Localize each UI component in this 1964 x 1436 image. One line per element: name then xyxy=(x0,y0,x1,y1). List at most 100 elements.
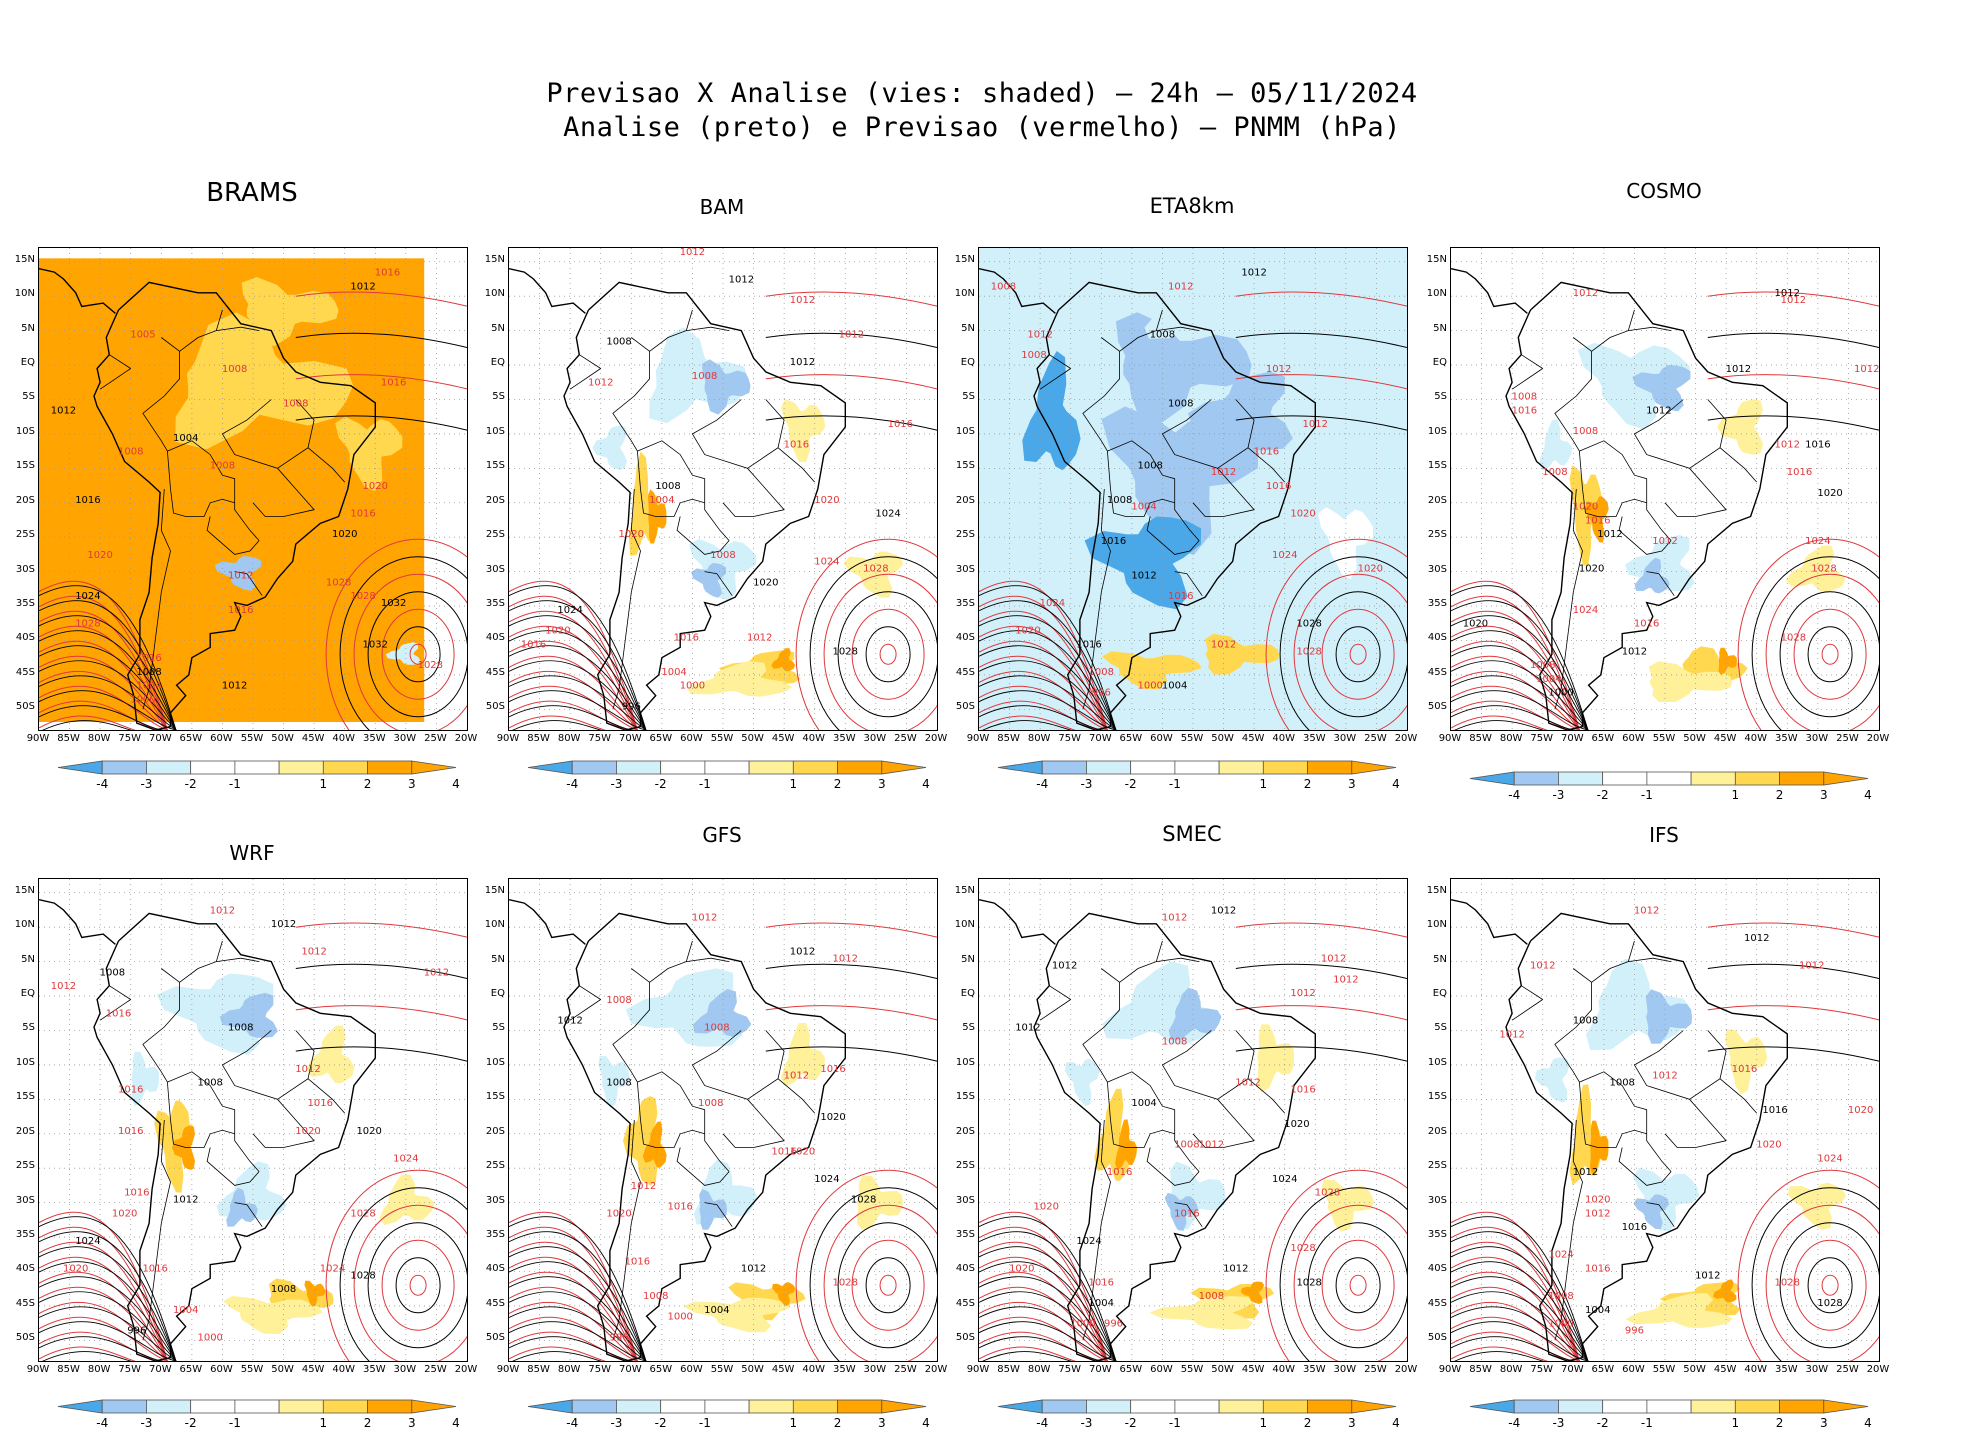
country-border xyxy=(234,571,263,596)
contour-label: 1016 xyxy=(118,1126,143,1137)
contour-label: 1020 xyxy=(363,481,388,492)
country-border xyxy=(206,1147,260,1186)
map-svg-gfs: 1012 1012 1012 1008 1012 1008 1016 1008 1012 1008… xyxy=(509,879,937,1361)
analysis-isobar xyxy=(1707,332,1879,349)
forecast-isobar xyxy=(1451,1286,1580,1361)
bias-patch xyxy=(1115,312,1252,423)
contour-label: 1016 xyxy=(375,268,400,279)
lon-tick-label: 20W xyxy=(924,733,948,744)
country-border xyxy=(704,1202,733,1227)
analysis-isobar xyxy=(39,600,177,730)
contour-label: 1012 xyxy=(1652,1071,1677,1082)
bias-patch xyxy=(219,992,278,1038)
lon-tick-label: 85W xyxy=(1469,733,1492,744)
lat-tick-label: 35S xyxy=(1427,1229,1447,1241)
chart-title: Previsao X Analise (vies: shaded) – 24h … xyxy=(546,78,1418,109)
contour-label: 1016 xyxy=(674,632,699,643)
analysis-isobar xyxy=(39,1336,176,1361)
lat-tick-label: 15S xyxy=(1427,460,1447,472)
contour-label: 1012 xyxy=(173,1195,198,1206)
analysis-isobar xyxy=(765,963,937,980)
colorbar-eta8km xyxy=(997,760,1397,774)
colorbar-segment xyxy=(1513,1399,1559,1413)
colorbar-segment xyxy=(1513,771,1559,785)
panel-title-ifs: IFS xyxy=(1649,823,1679,847)
lon-tick-label: 35W xyxy=(832,733,856,744)
contour-label: 1008 xyxy=(698,1098,723,1109)
contour-label: 1008 xyxy=(606,1078,631,1089)
contour-label: 1004 xyxy=(136,681,161,692)
lon-tick-label: 90W xyxy=(26,733,50,744)
analysis-isobar xyxy=(979,1246,1117,1361)
map-panel-eta8km: 1012 1012 1008 1012 1008 1008 1012 1008 1012 1016… xyxy=(978,247,1408,731)
contour-label: 1004 xyxy=(1162,681,1187,692)
lon-tick-label: 80W xyxy=(87,1364,111,1375)
contour-label: 1020 xyxy=(1756,1140,1781,1151)
colorbar-arrow-low xyxy=(57,1399,103,1413)
country-border xyxy=(1646,1202,1675,1227)
bias-patch xyxy=(1718,647,1737,675)
analysis-isobar xyxy=(509,630,647,730)
colorbar-label: 2 xyxy=(363,777,372,791)
forecast-isobar xyxy=(979,685,1108,730)
lat-tick-label: 5N xyxy=(961,322,975,334)
analysis-isobar xyxy=(39,1246,177,1361)
contour-label: 1016 xyxy=(1585,515,1610,526)
contour-label: 1016 xyxy=(1089,1277,1114,1288)
lat-tick-label: 5S xyxy=(962,391,975,403)
colorbar-segment xyxy=(792,760,838,774)
contour-label: 1008 xyxy=(271,1284,296,1295)
analysis-isobar xyxy=(509,1291,647,1361)
bias-patch xyxy=(692,989,752,1037)
contour-label: 1028 xyxy=(1811,564,1836,575)
country-border xyxy=(612,488,641,710)
forecast-isobar xyxy=(39,655,168,730)
colorbar-label: 3 xyxy=(1819,1416,1828,1430)
lon-tick-label: 65W xyxy=(179,733,203,744)
lat-tick-label: 40S xyxy=(1427,632,1447,644)
colorbar-segment xyxy=(1174,760,1220,774)
lat-tick-label: 25S xyxy=(485,529,505,541)
lon-tick-label: 55W xyxy=(240,1364,264,1375)
colorbar-arrow-low xyxy=(997,1399,1043,1413)
map-panel-gfs: 1012 1012 1012 1008 1012 1008 1016 1008 1012 1008… xyxy=(508,878,938,1362)
contour-label: 1012 xyxy=(839,330,864,341)
forecast-isobar xyxy=(1451,1211,1580,1361)
colorbar-label: -1 xyxy=(1168,777,1181,791)
colorbar-label: -3 xyxy=(140,1416,153,1430)
colorbar-label: 1 xyxy=(1731,1416,1740,1430)
country-border xyxy=(1039,999,1071,1021)
lat-tick-label: 40S xyxy=(485,1263,505,1275)
analysis-isobar xyxy=(979,1276,1117,1361)
coastline xyxy=(1451,899,1528,945)
analysis-isobar xyxy=(979,660,1117,730)
lat-tick-label: 10N xyxy=(954,919,975,931)
contour-label: 1004 xyxy=(661,667,686,678)
lon-tick-label: 70W xyxy=(1088,1364,1112,1375)
contour-label: 1012 xyxy=(1585,1208,1610,1219)
colorbar-segment xyxy=(1646,771,1692,785)
colorbar-segment xyxy=(704,1399,750,1413)
bias-patch xyxy=(1144,273,1250,339)
contour-label: 1012 xyxy=(210,905,235,916)
contour-label: 1012 xyxy=(692,912,717,923)
lat-tick-label: 20S xyxy=(955,494,975,506)
lat-tick-label: 50S xyxy=(1427,1332,1447,1344)
panel-title-bam: BAM xyxy=(699,195,745,219)
contour-label: 1008 xyxy=(606,995,631,1006)
contour-label: 1012 xyxy=(1622,646,1647,657)
lat-tick-label: 30S xyxy=(1427,563,1447,575)
country-border xyxy=(1554,968,1592,1083)
contour-label: 1028 xyxy=(1781,632,1806,643)
lat-tick-label: 30S xyxy=(1427,1194,1447,1206)
forecast-isobar xyxy=(39,670,168,730)
country-border xyxy=(1646,571,1675,596)
lon-tick-label: 25W xyxy=(1364,1364,1387,1375)
contour-label: 1016 xyxy=(667,1202,692,1213)
forecast-isobar xyxy=(39,715,168,730)
contour-label: 1000 xyxy=(1548,1319,1573,1330)
analysis-isobar xyxy=(765,1046,937,1062)
analysis-isobar xyxy=(1451,615,1589,730)
lat-tick-label: 15N xyxy=(14,884,35,896)
